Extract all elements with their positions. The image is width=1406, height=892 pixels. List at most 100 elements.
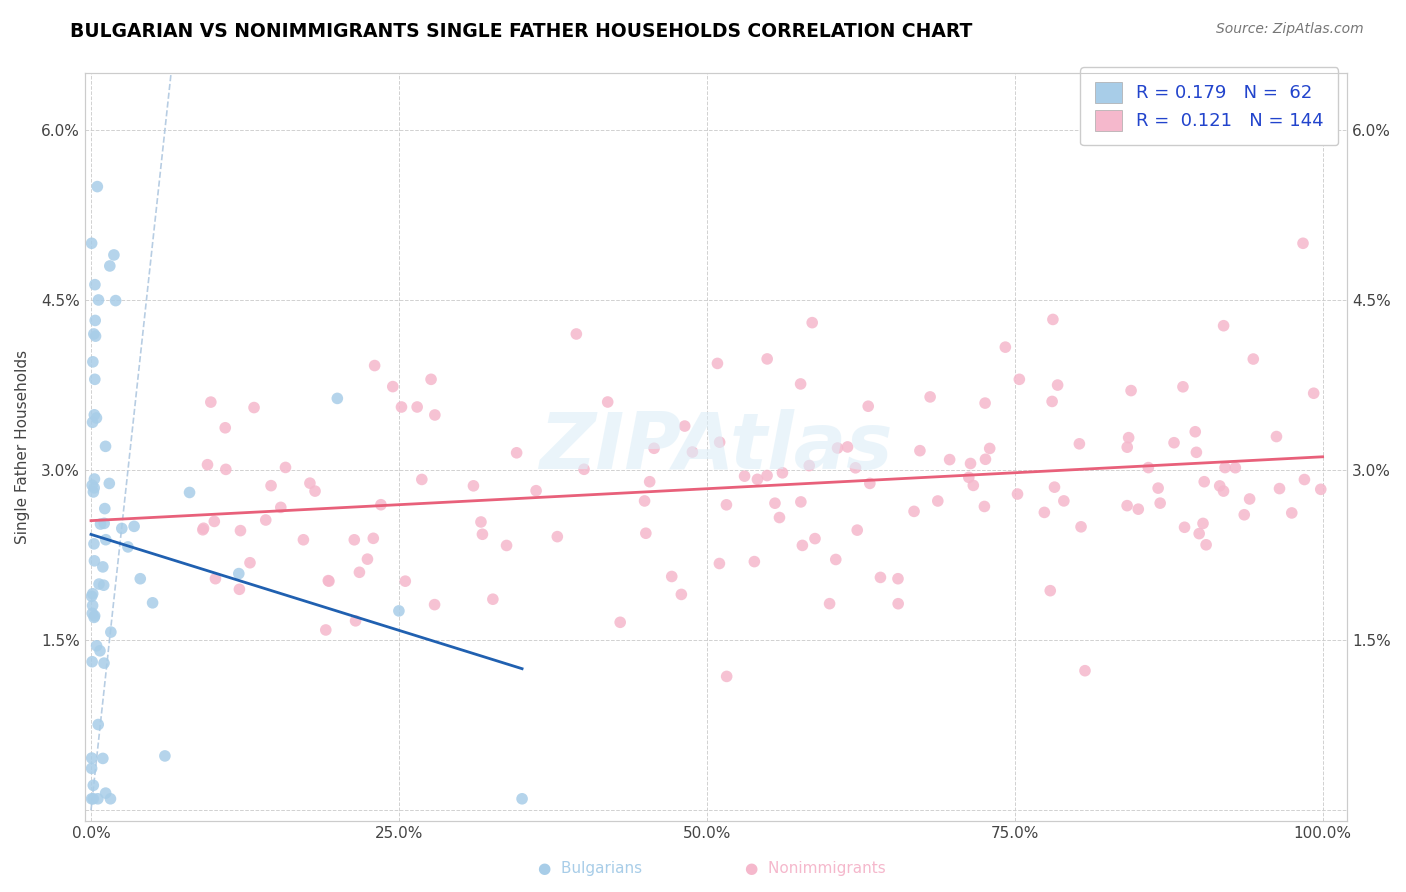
Point [370,498,392,512]
Point [869,570,891,584]
Point [671,587,693,601]
Point [215,462,238,476]
Point [804,532,827,546]
Point [643,442,665,456]
Point [153,748,176,763]
Point [80,791,103,805]
Point [316,574,339,588]
Point [790,495,813,509]
Point [463,479,485,493]
Point [1209,479,1232,493]
Point [94,786,117,800]
Point [1213,460,1236,475]
Point [482,592,505,607]
Point [973,500,995,514]
Point [824,552,846,566]
Point [193,521,215,535]
Point [1118,431,1140,445]
Point [86,411,108,425]
Point [470,515,492,529]
Point [756,468,779,483]
Point [772,466,794,480]
Point [716,498,738,512]
Point [1302,386,1324,401]
Point [744,555,766,569]
Point [83,408,105,422]
Point [228,566,250,581]
Point [1039,583,1062,598]
Point [111,521,134,535]
Point [84,277,107,292]
Point [887,597,910,611]
Point [1040,394,1063,409]
Point [83,537,105,551]
Point [129,572,152,586]
Point [82,587,104,601]
Point [1192,475,1215,489]
Point [957,470,980,484]
Point [938,452,960,467]
Point [1268,482,1291,496]
Point [837,440,859,454]
Point [673,419,696,434]
Point [959,457,981,471]
Point [1116,440,1139,454]
Point [94,439,117,453]
Point [1294,473,1316,487]
Point [734,469,756,483]
Point [93,656,115,670]
Point [87,791,110,805]
Point [1173,520,1195,534]
Point [1116,499,1139,513]
Point [82,485,104,500]
Point [974,396,997,410]
Point [80,236,103,251]
Point [661,569,683,583]
Text: ZIPAtlas: ZIPAtlas [540,409,893,485]
Point [204,572,226,586]
Point [326,392,349,406]
Point [1185,445,1208,459]
Point [709,557,731,571]
Point [98,259,121,273]
Point [254,513,277,527]
Point [304,484,326,499]
Point [887,572,910,586]
Point [1147,481,1170,495]
Point [979,442,1001,456]
Point [89,517,111,532]
Point [1188,526,1211,541]
Point [1043,480,1066,494]
Point [356,552,378,566]
Point [1149,496,1171,510]
Point [974,452,997,467]
Point [191,523,214,537]
Point [827,441,849,455]
Point [903,504,925,518]
Text: BULGARIAN VS NONIMMIGRANTS SINGLE FATHER HOUSEHOLDS CORRELATION CHART: BULGARIAN VS NONIMMIGRANTS SINGLE FATHER… [70,22,973,41]
Point [179,485,201,500]
Point [83,608,105,623]
Point [471,527,494,541]
Point [423,598,446,612]
Point [1195,538,1218,552]
Point [117,540,139,554]
Point [1281,506,1303,520]
Point [86,179,108,194]
Point [83,554,105,568]
Point [1046,378,1069,392]
Point [565,326,588,341]
Point [1212,318,1234,333]
Point [229,524,252,538]
Point [83,326,105,341]
Point [1042,312,1064,326]
Point [89,644,111,658]
Point [80,751,103,765]
Point [1163,435,1185,450]
Point [1265,429,1288,443]
Point [768,510,790,524]
Point [633,494,655,508]
Point [846,523,869,537]
Point [1137,460,1160,475]
Point [609,615,631,630]
